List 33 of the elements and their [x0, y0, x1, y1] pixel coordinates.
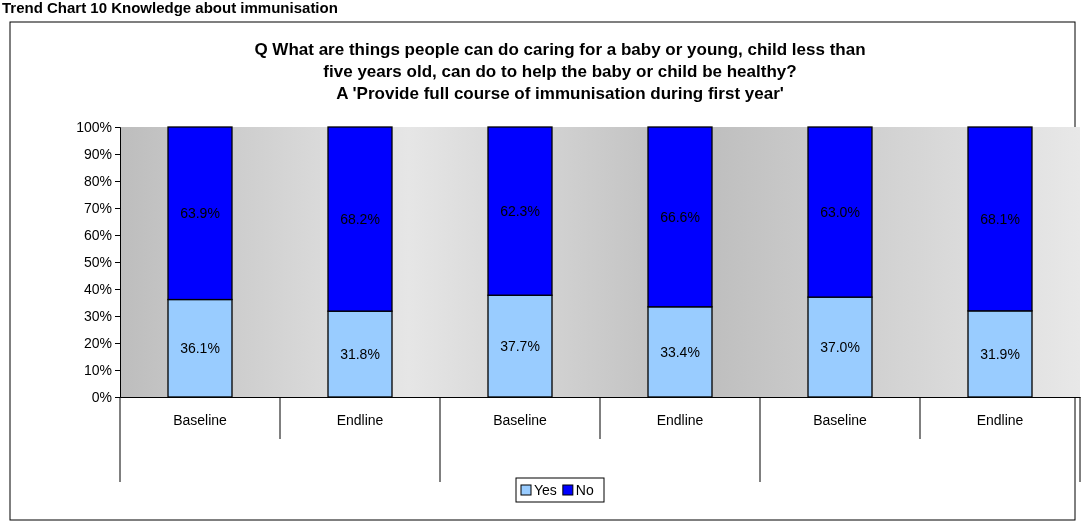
data-label: 33.4% — [660, 343, 700, 360]
legend-label: No — [575, 482, 594, 498]
y-tick-label: 100% — [76, 118, 112, 135]
y-tick-label: 10% — [83, 361, 112, 378]
chart-title: Trend Chart 10 Knowledge about immunisation — [2, 0, 338, 16]
data-label: 36.1% — [180, 340, 220, 357]
data-label: 62.3% — [500, 203, 540, 220]
data-label: 68.2% — [340, 211, 380, 228]
y-tick-label: 20% — [83, 334, 112, 351]
y-tick-label: 40% — [83, 280, 112, 297]
x-tick-label: Endline — [976, 411, 1024, 428]
data-label: 63.0% — [820, 204, 860, 221]
data-label: 68.1% — [980, 210, 1020, 227]
data-label: 37.7% — [500, 338, 540, 355]
data-label: 37.0% — [820, 339, 860, 356]
y-tick-label: 80% — [83, 172, 112, 189]
data-label: 31.9% — [980, 345, 1020, 362]
y-tick-label: 60% — [83, 226, 112, 243]
y-tick-label: 30% — [83, 307, 112, 324]
legend-label: Yes — [534, 482, 557, 498]
y-tick-label: 70% — [83, 199, 112, 216]
y-tick-label: 0% — [91, 388, 112, 405]
data-label: 66.6% — [660, 208, 700, 225]
x-tick-label: Endline — [656, 411, 704, 428]
y-tick-label: 50% — [83, 253, 112, 270]
x-tick-label: Baseline — [173, 411, 228, 428]
x-tick-label: Endline — [336, 411, 384, 428]
data-label: 63.9% — [180, 205, 220, 222]
x-tick-label: Baseline — [493, 411, 548, 428]
x-tick-label: Baseline — [813, 411, 868, 428]
y-tick-label: 90% — [83, 145, 112, 162]
chart-subtitle: Q What are things people can do caring for a baby or young, child less than five years old, can do to help the baby or child be healthy? A 'Provide full course of immunisation during first year' — [254, 40, 866, 103]
data-label: 31.8% — [340, 346, 380, 363]
